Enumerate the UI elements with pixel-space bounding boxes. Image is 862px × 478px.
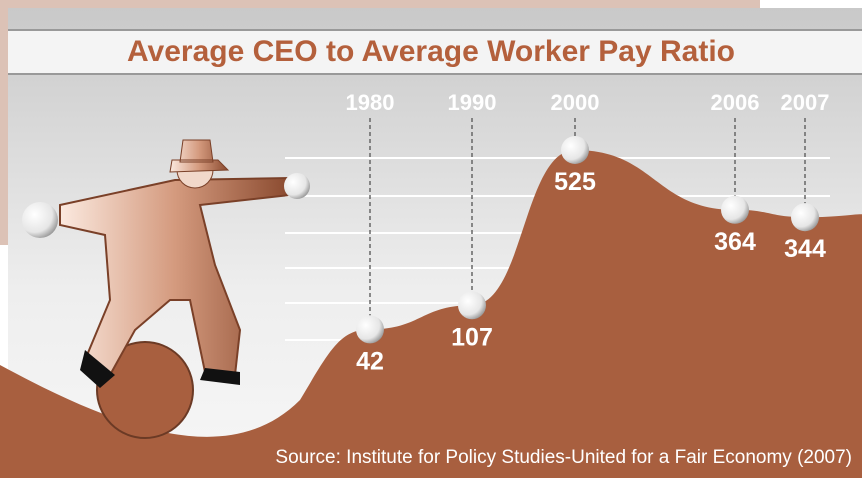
data-label: 42 [356,347,384,375]
x-tick-label: 1990 [448,90,497,115]
data-label: 364 [714,228,756,256]
chart-title: Average CEO to Average Worker Pay Ratio [127,35,735,68]
data-point [561,136,589,164]
data-point [791,203,819,231]
x-tick-label: 2006 [711,90,760,115]
data-label: 344 [784,235,826,263]
x-tick-label: 2007 [781,90,830,115]
data-label: 525 [554,168,596,196]
page: {"chart_data": {"type": "area", "title":… [0,0,862,478]
data-point [356,315,384,343]
x-tick-label: 1980 [346,90,395,115]
data-point [458,291,486,319]
data-label: 107 [451,323,493,351]
chart: Average CEO to Average Worker Pay Ratio … [0,0,862,478]
data-point [721,196,749,224]
x-tick-label: 2000 [551,90,600,115]
source-note: Source: Institute for Policy Studies-Uni… [275,447,852,468]
